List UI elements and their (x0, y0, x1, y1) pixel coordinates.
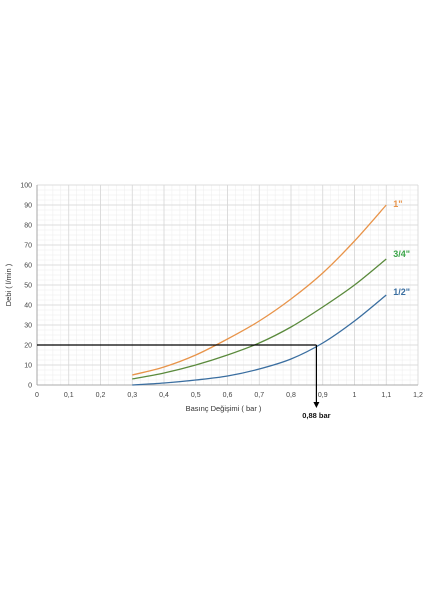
y-tick-label: 10 (24, 363, 32, 370)
x-tick-label: 0 (35, 392, 39, 399)
x-tick-label: 0,8 (286, 392, 296, 399)
y-tick-label: 100 (20, 183, 32, 190)
reference-arrow-icon (313, 402, 320, 408)
y-tick-label: 80 (24, 223, 32, 230)
y-tick-label: 90 (24, 203, 32, 210)
y-axis-title: Debi ( l/min ) (4, 263, 13, 306)
series-labels: 1" 3/4" 1/2" (393, 199, 410, 297)
x-tick-label: 0,2 (96, 392, 106, 399)
x-tick-label: 0,1 (64, 392, 74, 399)
x-tick-label: 0,6 (223, 392, 233, 399)
x-tick-label: 0,4 (159, 392, 169, 399)
series-label: 1/2" (393, 287, 410, 297)
series-line (132, 204, 387, 376)
series-line (132, 294, 387, 386)
series-line (132, 258, 387, 380)
x-tick-label: 1,2 (413, 392, 423, 399)
x-axis-title: Basınç Değişimi ( bar ) (186, 404, 262, 413)
x-tick-label: 1 (353, 392, 357, 399)
series-label: 1" (393, 199, 402, 209)
y-tick-label: 70 (24, 243, 32, 250)
reference-lines: 0,88 bar (37, 344, 331, 420)
x-tick-label: 0,9 (318, 392, 328, 399)
series-label: 3/4" (393, 249, 410, 259)
y-tick-label: 30 (24, 323, 32, 330)
y-tick-label: 40 (24, 303, 32, 310)
tick-labels: 0 0,1 0,2 0,3 0,4 0,5 0,6 0,7 0,8 0,9 1 1,1 1,2 0 10 20… (20, 183, 423, 400)
y-tick-label: 60 (24, 263, 32, 270)
x-tick-label: 0,5 (191, 392, 201, 399)
y-tick-label: 50 (24, 283, 32, 290)
series-lines (132, 204, 387, 386)
reference-label: 0,88 bar (302, 411, 330, 420)
y-tick-label: 20 (24, 343, 32, 350)
axes (36, 185, 418, 386)
x-tick-label: 0,7 (254, 392, 264, 399)
y-tick-label: 0 (28, 383, 32, 390)
x-tick-label: 1,1 (381, 392, 391, 399)
x-tick-label: 0,3 (127, 392, 137, 399)
